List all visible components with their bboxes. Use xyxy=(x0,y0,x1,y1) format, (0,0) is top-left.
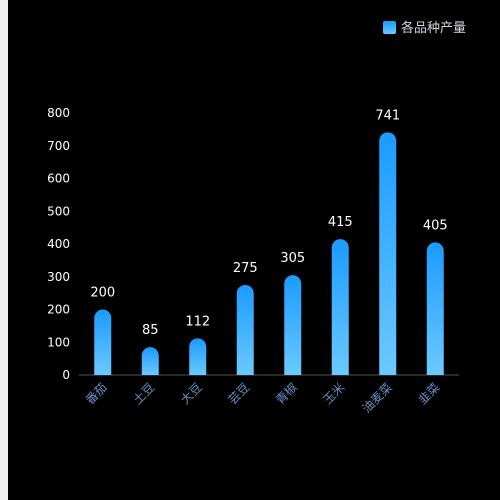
bar-value-label: 415 xyxy=(328,215,353,230)
x-tick-label: 油麦菜 xyxy=(360,380,395,415)
bars xyxy=(94,132,444,375)
y-tick-label: 800 xyxy=(47,106,70,120)
value-labels: 200 85 112 275 305 415 741 405 xyxy=(90,108,447,338)
y-tick-label: 0 xyxy=(62,368,70,382)
x-tick-label: 番茄 xyxy=(83,380,110,407)
x-tick-label: 玉米 xyxy=(320,380,347,407)
bar-value-label: 112 xyxy=(185,314,210,329)
bar-value-label: 305 xyxy=(280,251,305,266)
bar[interactable] xyxy=(94,309,112,376)
x-tick-label: 青椒 xyxy=(273,380,300,407)
bar-value-label: 405 xyxy=(423,218,448,233)
y-tick-label: 400 xyxy=(47,237,70,251)
y-tick-label: 100 xyxy=(47,335,70,349)
bar-value-label: 275 xyxy=(233,261,258,276)
x-axis: 番茄 土豆 大豆 芸豆 青椒 玉米 油麦菜 韭菜 xyxy=(83,380,442,415)
bar-value-label: 200 xyxy=(90,286,115,301)
y-tick-label: 600 xyxy=(47,172,70,186)
bar[interactable] xyxy=(236,284,254,375)
y-tick-label: 500 xyxy=(47,204,70,218)
legend[interactable]: 各品种产量 xyxy=(383,20,466,36)
bar[interactable] xyxy=(426,242,444,375)
x-tick-label: 土豆 xyxy=(130,380,157,407)
chart-panel xyxy=(8,0,500,500)
legend-swatch xyxy=(383,21,396,34)
bar[interactable] xyxy=(141,347,159,375)
bar[interactable] xyxy=(379,132,397,375)
x-tick-label: 芸豆 xyxy=(225,380,252,407)
y-tick-label: 700 xyxy=(47,139,70,153)
bar[interactable] xyxy=(284,275,302,375)
bar-value-label: 85 xyxy=(142,323,159,338)
bar[interactable] xyxy=(331,239,349,375)
y-tick-label: 200 xyxy=(47,303,70,317)
y-tick-label: 300 xyxy=(47,270,70,284)
x-tick-label: 大豆 xyxy=(178,380,205,407)
y-axis: 0 100 200 300 400 500 600 700 800 xyxy=(47,106,70,382)
legend-label: 各品种产量 xyxy=(401,20,466,36)
bar[interactable] xyxy=(189,338,207,375)
bar-value-label: 741 xyxy=(375,108,400,123)
x-tick-label: 韭菜 xyxy=(415,380,442,407)
